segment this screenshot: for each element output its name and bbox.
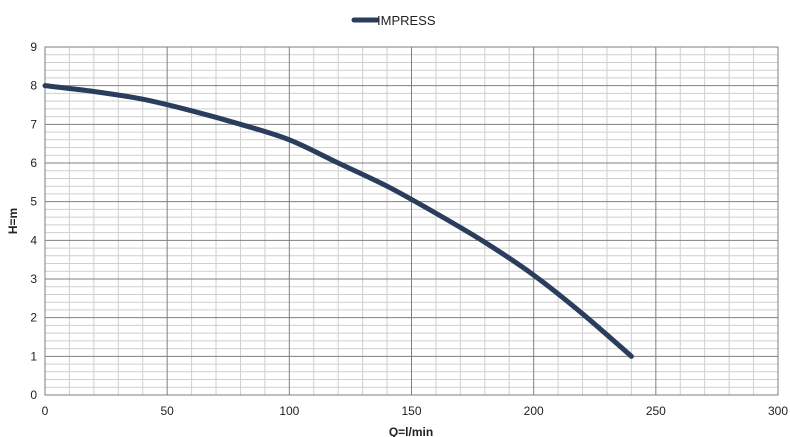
x-tick-label: 200 bbox=[524, 404, 544, 418]
plot-area-border bbox=[44, 46, 779, 396]
y-axis-label: H=m bbox=[6, 208, 20, 234]
x-tick-label: 50 bbox=[160, 404, 174, 418]
y-tick-label: 7 bbox=[30, 117, 37, 131]
y-tick-label: 1 bbox=[30, 349, 37, 363]
x-tick-label: 300 bbox=[768, 404, 788, 418]
x-tick-labels: 0 50 100 150 200 250 300 bbox=[42, 404, 789, 418]
x-axis-label: Q=l/min bbox=[389, 425, 433, 437]
y-tick-label: 4 bbox=[30, 233, 37, 247]
series-group bbox=[42, 83, 634, 359]
major-grid bbox=[45, 47, 778, 395]
y-tick-label: 9 bbox=[30, 40, 37, 54]
legend: IMPRESS bbox=[351, 13, 436, 28]
x-tick-label: 0 bbox=[42, 404, 49, 418]
y-tick-label: 2 bbox=[30, 311, 37, 325]
legend-label: IMPRESS bbox=[377, 13, 436, 28]
series-line-impress bbox=[42, 83, 634, 359]
y-tick-label: 8 bbox=[30, 79, 37, 93]
y-tick-labels: 0 1 2 3 4 5 6 7 8 9 bbox=[30, 40, 37, 402]
x-tick-label: 250 bbox=[646, 404, 666, 418]
y-tick-label: 5 bbox=[30, 195, 37, 209]
y-tick-label: 0 bbox=[30, 388, 37, 402]
y-tick-label: 3 bbox=[30, 272, 37, 286]
y-tick-label: 6 bbox=[30, 156, 37, 170]
x-tick-label: 100 bbox=[279, 404, 299, 418]
x-tick-label: 150 bbox=[401, 404, 421, 418]
